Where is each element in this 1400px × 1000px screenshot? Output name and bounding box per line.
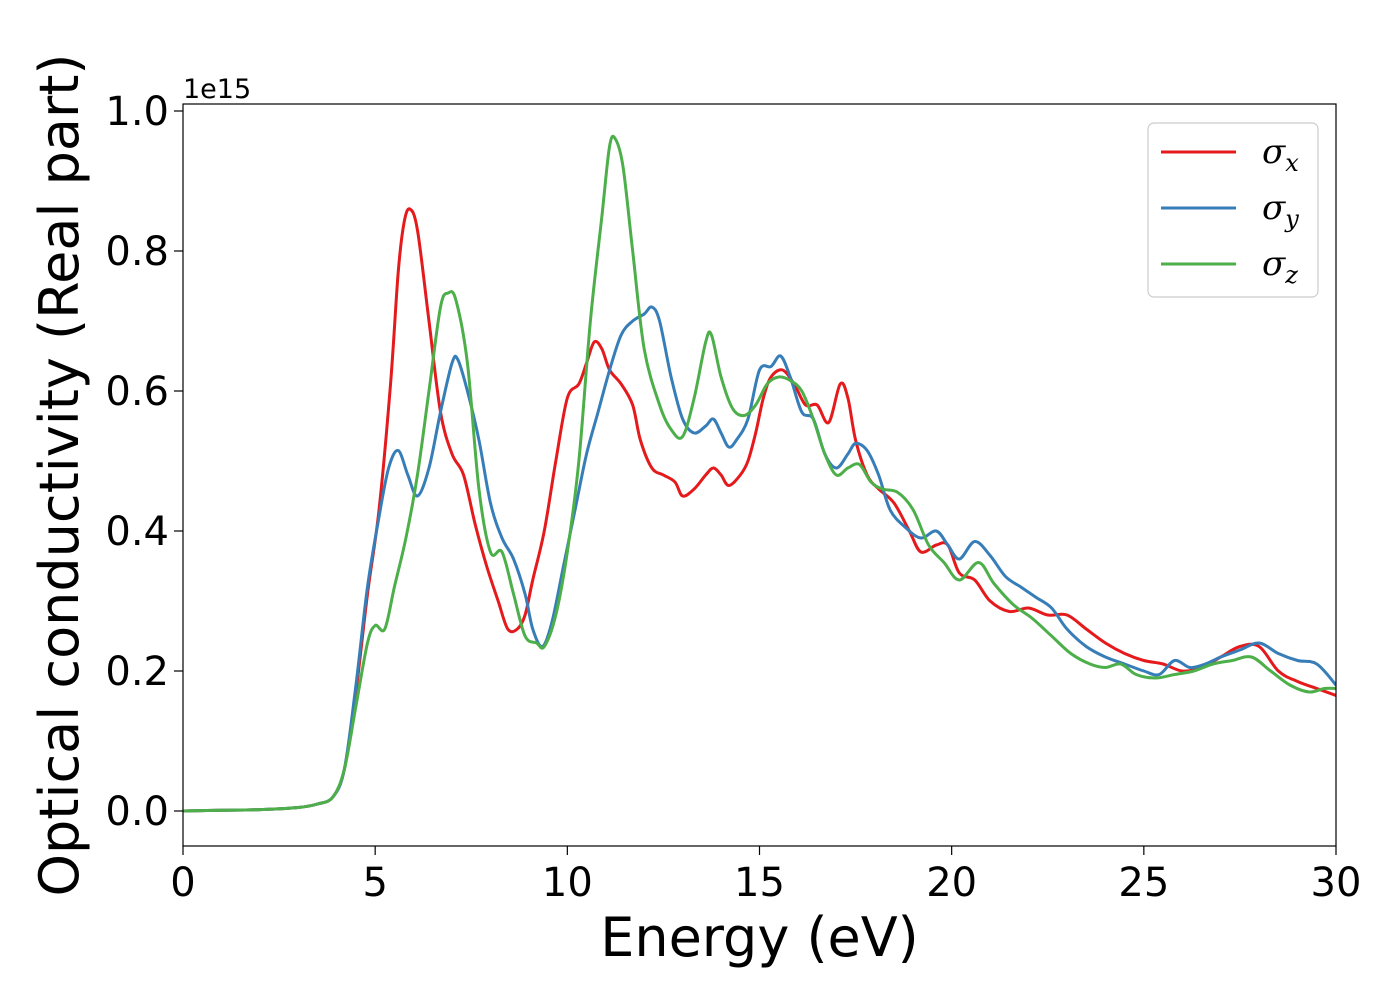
x-tick-label: 0 xyxy=(170,860,195,906)
plot-background xyxy=(183,104,1336,846)
y-tick-label: 0.2 xyxy=(105,649,169,695)
series-line-y xyxy=(183,305,1336,813)
legend-item-y: σy xyxy=(1161,188,1299,233)
y-tick-label: 1.0 xyxy=(105,89,169,135)
legend: σx σy σz xyxy=(1147,122,1319,298)
series-line-x xyxy=(183,207,1336,813)
series-lines xyxy=(183,134,1336,813)
x-tick-label: 25 xyxy=(1118,860,1169,906)
x-axis-title: Energy (eV) xyxy=(600,906,919,969)
legend-label: σy xyxy=(1262,188,1299,233)
legend-label: σz xyxy=(1262,244,1298,289)
y-tick-label: 0.0 xyxy=(105,789,169,835)
y-tick-label: 0.8 xyxy=(105,229,169,275)
legend-label: σx xyxy=(1262,132,1299,177)
y-offset-label: 1e15 xyxy=(183,74,251,105)
x-tick-label: 15 xyxy=(734,860,785,906)
x-tick-label: 5 xyxy=(362,860,387,906)
x-tick-label: 30 xyxy=(1311,860,1362,906)
y-axis-title: Optical conductivity (Real part) xyxy=(28,54,91,897)
legend-item-x: σx xyxy=(1161,132,1299,177)
legend-item-z: σz xyxy=(1161,244,1298,289)
series-line-z xyxy=(183,134,1336,813)
y-axis: 0.0 0.2 0.4 0.6 0.8 1.0 xyxy=(105,89,183,835)
x-tick-label: 10 xyxy=(542,860,593,906)
legend-frame xyxy=(1147,122,1319,298)
y-tick-label: 0.6 xyxy=(105,369,169,415)
x-axis: 0 5 10 15 20 25 30 xyxy=(170,846,1361,906)
y-tick-label: 0.4 xyxy=(105,509,169,555)
x-tick-label: 20 xyxy=(926,860,977,906)
